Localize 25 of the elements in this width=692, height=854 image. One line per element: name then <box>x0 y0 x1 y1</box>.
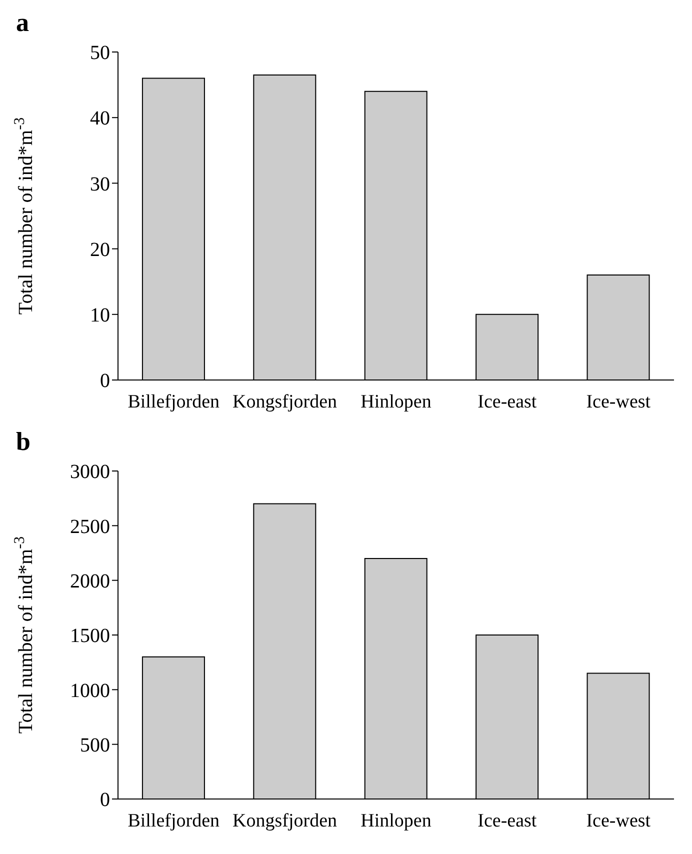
y-tick-label: 40 <box>90 108 110 130</box>
x-tick-label: Ice-west <box>586 391 652 412</box>
y-tick-label: 50 <box>90 42 110 64</box>
chart-title: b <box>15 427 32 458</box>
y-tick-label: 2500 <box>70 516 110 538</box>
y-tick-label: 1500 <box>70 625 110 648</box>
x-tick-label: Billefjorden <box>128 810 220 832</box>
x-tick-label: Ice-east <box>478 810 538 832</box>
x-tick-label: Ice-west <box>586 810 652 832</box>
x-tick-label: Billefjorden <box>128 391 220 412</box>
y-tick-label: 2000 <box>70 570 110 592</box>
x-tick-label: Kongsfjorden <box>232 810 338 832</box>
y-tick-label: 0 <box>100 370 110 392</box>
x-tick-label: Ice-east <box>478 391 538 412</box>
y-tick-label: 3000 <box>70 461 110 484</box>
x-tick-label: Kongsfjorden <box>232 391 338 412</box>
y-tick-label: 10 <box>90 304 110 326</box>
y-tick-label: 20 <box>90 238 110 261</box>
y-tick-label: 0 <box>100 789 110 812</box>
y-tick-label: 30 <box>90 173 110 196</box>
y-tick-label: 1000 <box>70 680 110 702</box>
x-tick-label: Hinlopen <box>360 391 432 412</box>
y-tick-label: 500 <box>80 734 110 756</box>
chart-title: a <box>15 8 30 39</box>
x-tick-label: Hinlopen <box>360 810 432 832</box>
